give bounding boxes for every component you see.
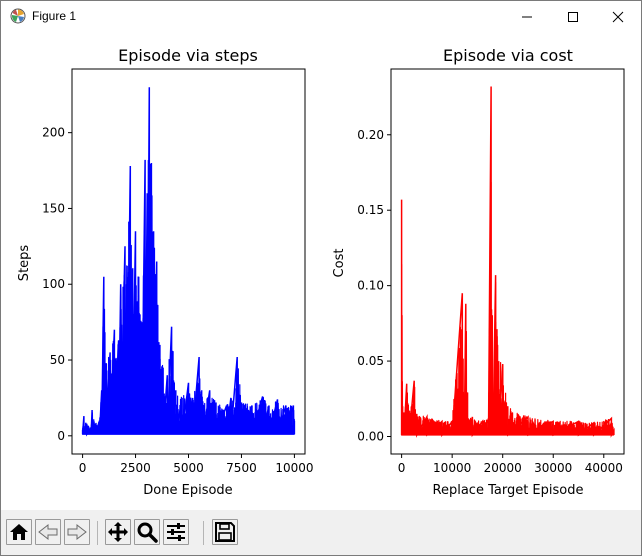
x-tick-label: 40000	[585, 461, 623, 475]
save-button[interactable]	[212, 519, 238, 545]
forward-arrow-icon	[67, 523, 87, 541]
forward-button[interactable]	[64, 519, 90, 545]
x-tick-label: 0	[398, 461, 406, 475]
maximize-icon	[568, 11, 578, 22]
figure-canvas[interactable]: Episode via steps 0 2500 5000 7500 10000 0 50 1…	[1, 32, 641, 510]
steps-subplot: Episode via steps 0 2500 5000 7500 10000 0 50 1…	[17, 46, 314, 498]
y-tick-label: 50	[50, 353, 65, 367]
toolbar-separator	[97, 521, 98, 545]
move-icon	[108, 522, 128, 542]
steps-ticks: 0 2500 5000 7500 10000 0 50 100 150 200	[42, 126, 313, 475]
cost-chart-title: Episode via cost	[443, 46, 573, 65]
y-tick-label: 0	[57, 429, 65, 443]
sliders-icon	[167, 523, 185, 541]
steps-chart-title: Episode via steps	[118, 46, 258, 65]
window-title: Figure 1	[32, 9, 77, 23]
navigation-toolbar	[1, 510, 641, 555]
y-tick-label: 0.05	[357, 354, 384, 368]
y-tick-label: 0.10	[357, 279, 384, 293]
steps-y-axis-label: Steps	[17, 245, 32, 282]
y-tick-label: 0.00	[357, 430, 384, 444]
charts-svg: Episode via steps 0 2500 5000 7500 10000 0 50 1…	[17, 46, 625, 498]
minimize-icon	[522, 16, 532, 17]
toolbar-separator	[203, 521, 204, 545]
close-icon	[612, 11, 624, 22]
x-tick-label: 10000	[433, 461, 471, 475]
back-arrow-icon	[38, 523, 58, 541]
x-tick-label: 5000	[173, 461, 204, 475]
y-tick-label: 100	[42, 277, 65, 291]
x-tick-label: 10000	[275, 461, 313, 475]
series-peaks	[81, 87, 296, 437]
zoom-button[interactable]	[134, 519, 160, 545]
x-tick-label: 20000	[484, 461, 522, 475]
cost-plot-area	[400, 86, 615, 438]
y-tick-label: 0.15	[357, 203, 384, 217]
y-tick-label: 0.20	[357, 128, 384, 142]
title-bar[interactable]: Figure 1	[1, 1, 641, 32]
home-button[interactable]	[6, 519, 32, 545]
zoom-icon	[137, 522, 158, 543]
pan-button[interactable]	[105, 519, 131, 545]
configure-subplots-button[interactable]	[163, 519, 189, 545]
x-tick-label: 0	[79, 461, 87, 475]
cost-axes-frame	[390, 68, 625, 455]
close-button[interactable]	[595, 1, 641, 32]
steps-plot-area	[81, 87, 296, 437]
series-peaks	[400, 86, 615, 438]
matplotlib-app-icon	[10, 8, 26, 24]
cost-ticks: 0 10000 20000 30000 40000 0.00 0.05 0.10 0.15 0.2…	[357, 128, 623, 475]
maximize-button[interactable]	[550, 1, 596, 32]
minimize-button[interactable]	[504, 1, 550, 32]
cost-subplot: Episode via cost 0 10000 20000 30000 40000 0.…	[332, 46, 625, 498]
x-tick-label: 7500	[226, 461, 257, 475]
cost-x-axis-label: Replace Target Episode	[433, 483, 584, 498]
series-line	[401, 181, 615, 436]
cost-y-axis-label: Cost	[332, 249, 347, 278]
x-tick-label: 30000	[534, 461, 572, 475]
y-tick-label: 200	[42, 126, 65, 140]
back-button[interactable]	[35, 519, 61, 545]
home-icon	[10, 524, 28, 540]
x-tick-label: 2500	[120, 461, 151, 475]
steps-x-axis-label: Done Episode	[143, 483, 232, 498]
floppy-disk-icon	[215, 522, 235, 542]
y-tick-label: 150	[42, 201, 65, 215]
